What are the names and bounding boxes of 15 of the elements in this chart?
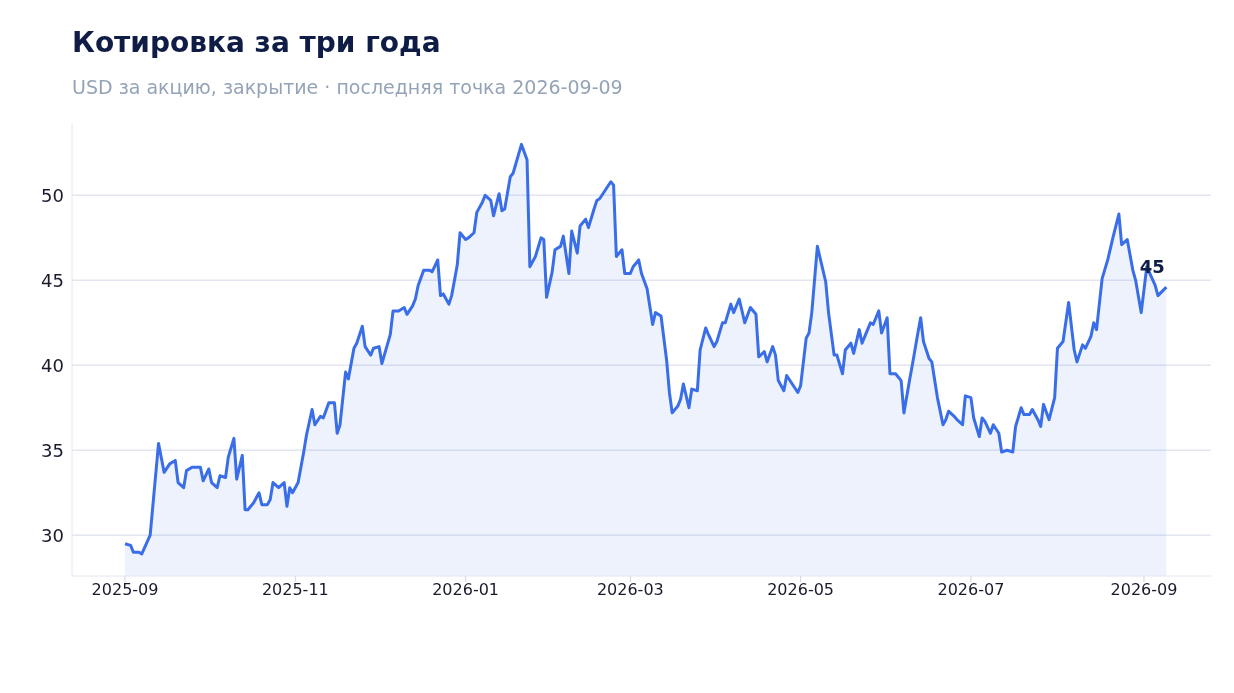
x-tick-label: 2026-07 — [937, 580, 1005, 600]
x-tick-label: 2025-09 — [91, 580, 159, 600]
x-tick-label: 2026-03 — [596, 580, 664, 600]
y-tick-label: 45 — [41, 269, 64, 291]
chart-subtitle: USD за акцию, закрытие · последняя точка 2026-09-09 — [72, 76, 623, 98]
y-tick-label: 30 — [41, 524, 64, 546]
y-tick-label: 40 — [41, 354, 64, 376]
x-tick-label: 2026-09 — [1110, 580, 1178, 600]
x-tick-label: 2026-05 — [767, 580, 835, 600]
chart-title: Котировка за три года — [72, 26, 441, 59]
annotation: 45 — [1139, 256, 1165, 278]
y-tick-label: 50 — [41, 184, 64, 206]
y-tick-label: 35 — [41, 439, 64, 461]
x-tick-label: 2025-11 — [261, 580, 329, 600]
x-tick-label: 2026-01 — [432, 580, 500, 600]
